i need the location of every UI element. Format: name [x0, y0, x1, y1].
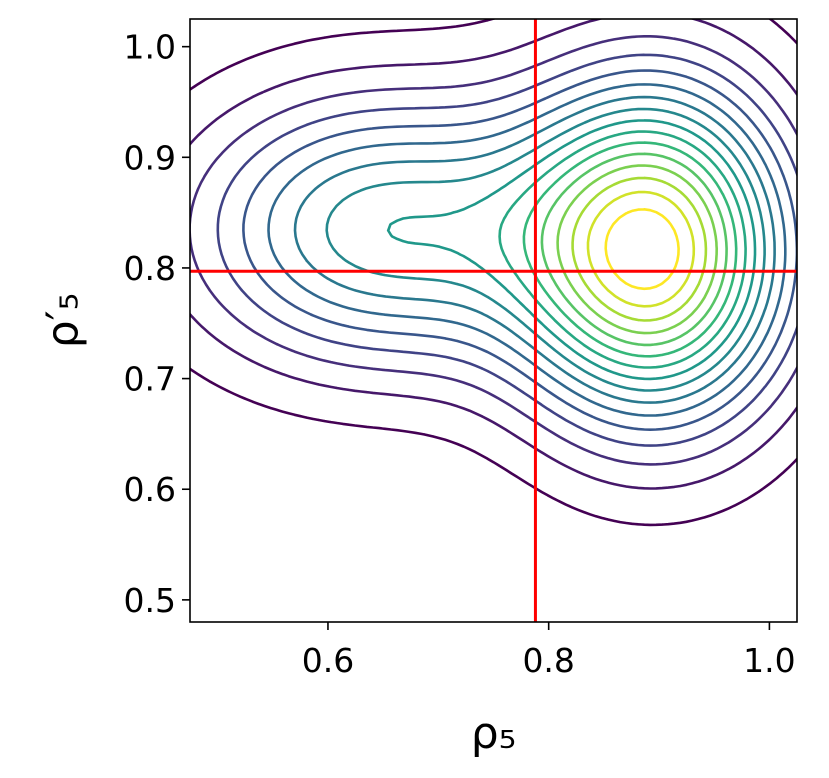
- contour-level-2: [190, 19, 797, 490]
- x-tick-label: 0.8: [522, 641, 574, 680]
- contour-level-9: [386, 119, 757, 381]
- contour-level-11: [522, 141, 738, 358]
- contour-level-15: [586, 190, 696, 308]
- y-tick-label: 1.0: [124, 28, 176, 67]
- x-axis-label: ρ₅: [471, 708, 517, 759]
- y-tick-label: 0.7: [124, 360, 176, 399]
- y-axis-ticks: 0.5 0.6 0.7 0.8 0.9 1.0: [124, 28, 190, 620]
- contour-level-4: [216, 53, 797, 447]
- contour-level-8: [325, 107, 766, 392]
- contour-level-5: [242, 69, 797, 431]
- contour-level-6: [267, 83, 787, 417]
- contour-level-3: [190, 35, 797, 466]
- reference-lines: [190, 19, 797, 622]
- y-tick-label: 0.6: [124, 470, 176, 509]
- y-tick-label: 0.9: [124, 138, 176, 177]
- contour-level-13: [556, 164, 718, 335]
- contour-level-1: [190, 19, 797, 527]
- x-axis-ticks: 0.6 0.8 1.0: [302, 622, 796, 680]
- plot-frame: [189, 18, 798, 623]
- y-tick-label: 0.8: [124, 249, 176, 288]
- y-axis-label: ρ′₅: [37, 293, 88, 349]
- x-tick-label: 1.0: [743, 641, 795, 680]
- contour-level-7: [293, 95, 776, 404]
- y-tick-label: 0.5: [124, 581, 176, 620]
- contour-lines: [190, 19, 797, 527]
- contour-level-14: [571, 176, 708, 322]
- x-tick-label: 0.6: [302, 641, 354, 680]
